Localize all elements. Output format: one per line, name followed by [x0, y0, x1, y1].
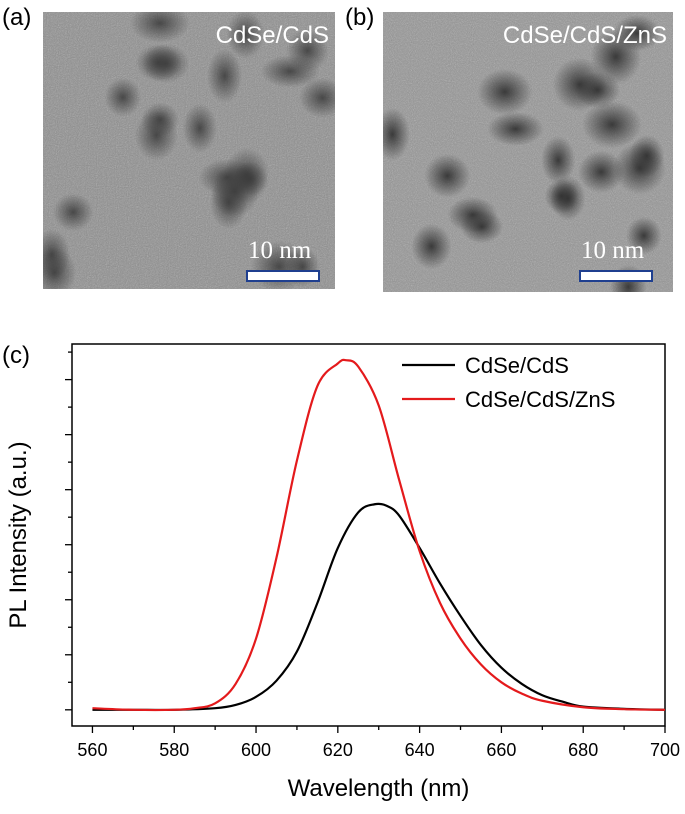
- tem-title-a: CdSe/CdS: [215, 22, 329, 49]
- x-tick-label: 580: [159, 740, 189, 760]
- x-tick-label: 700: [650, 740, 680, 760]
- pl-spectrum-chart: 560 580 600 620 640 660 680 700 Wavelength (nm) P…: [5, 343, 680, 802]
- nanoparticle-blob: [411, 223, 452, 270]
- nanoparticle-blob: [298, 77, 335, 118]
- nanoparticle-blob: [104, 77, 142, 117]
- series-line-cdse-cds-zns: [92, 358, 666, 712]
- x-tick-label: 600: [241, 740, 271, 760]
- series-line-cdse-cds: [92, 502, 666, 712]
- nanoparticle-blob: [226, 12, 265, 59]
- x-tick-label: 680: [568, 740, 598, 760]
- tem-texture-b: [383, 12, 673, 292]
- scale-bar-b: [579, 270, 653, 282]
- panel-label-c: (c): [2, 342, 30, 369]
- nanoparticle-blob: [424, 153, 471, 198]
- x-axis-label: Wavelength (nm): [288, 775, 470, 802]
- x-tick-label: 620: [323, 740, 353, 760]
- tem-image-b: CdSe/CdS/ZnS 10 nm: [383, 12, 673, 292]
- nanoparticle-blob: [210, 165, 260, 218]
- nanoparticle-blob: [260, 55, 320, 88]
- tem-image-a: CdSe/CdS 10 nm: [43, 12, 335, 289]
- panel-label-b: (b): [345, 4, 375, 31]
- legend-label: CdSe/CdS/ZnS: [465, 387, 615, 412]
- nanoparticle-blob: [141, 102, 179, 138]
- nanoparticle-blob: [487, 111, 544, 146]
- nanoparticle-blob: [590, 28, 642, 85]
- tem-texture-a: [43, 12, 335, 289]
- nanoparticle-blob: [53, 193, 94, 232]
- y-axis-label: PL Intensity (a.u.): [5, 441, 32, 628]
- nanoparticle-blob: [626, 216, 662, 255]
- scale-bar-a: [246, 270, 320, 282]
- nanoparticle-blob: [142, 43, 190, 84]
- nanoparticle-blob: [129, 12, 190, 43]
- nanoparticle-blob: [577, 150, 625, 194]
- tem-title-b: CdSe/CdS/ZnS: [502, 22, 667, 49]
- nanoparticle-blob: [582, 100, 642, 149]
- plot-frame: [71, 343, 666, 727]
- x-tick-label: 660: [486, 740, 516, 760]
- panel-label-a: (a): [2, 4, 32, 31]
- scale-label-a: 10 nm: [248, 237, 312, 264]
- nanoparticle-blob: [613, 141, 666, 195]
- nanoparticle-blob: [383, 107, 410, 161]
- scale-label-b: 10 nm: [581, 237, 645, 264]
- nanoparticle-blob: [206, 48, 243, 104]
- nanoparticle-blob: [550, 175, 586, 221]
- nanoparticle-blob: [182, 103, 217, 153]
- nanoparticle-blob: [477, 68, 533, 115]
- legend-label: CdSe/CdS: [465, 353, 569, 378]
- x-tick-label: 560: [77, 740, 107, 760]
- nanoparticle-blob: [447, 196, 498, 233]
- nanoparticle-blob: [552, 57, 607, 112]
- nanoparticle-blob: [43, 246, 77, 289]
- nanoparticle-blob: [541, 135, 576, 185]
- x-tick-label: 640: [405, 740, 435, 760]
